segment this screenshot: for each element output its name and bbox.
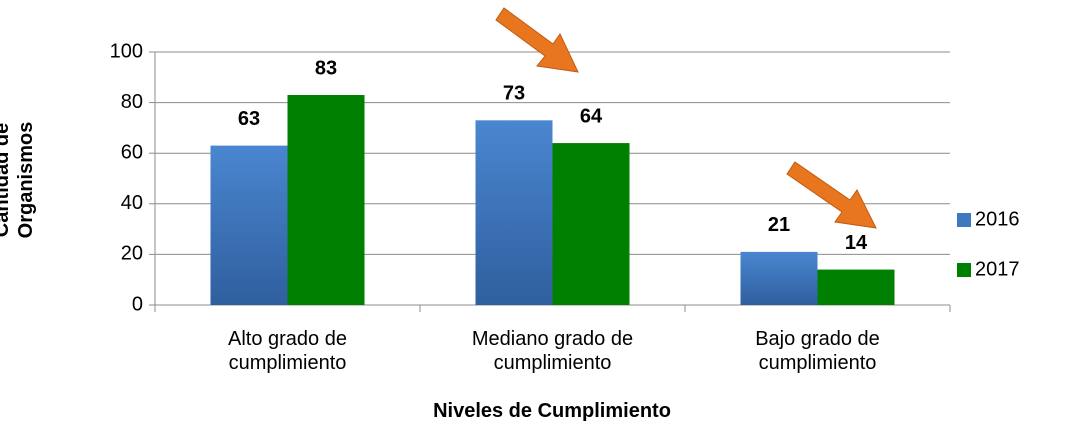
arrows — [495, 7, 877, 229]
bar — [552, 143, 630, 305]
x-tick-label: Bajo grado de cumplimiento — [755, 328, 880, 374]
y-tick-label: 20 — [121, 243, 143, 265]
data-label: 73 — [503, 83, 525, 105]
y-axis-title: Cantidad de Organismos — [0, 121, 37, 239]
x-axis-title: Niveles de Cumplimiento — [433, 400, 671, 422]
legend-swatch — [957, 263, 971, 277]
bar — [740, 251, 818, 305]
bar — [210, 145, 288, 305]
x-tick-label: Alto grado de cumplimiento — [228, 328, 347, 374]
bar — [475, 120, 553, 305]
y-tick-label: 0 — [132, 293, 143, 315]
data-label: 14 — [845, 232, 868, 254]
y-tick-label: 100 — [110, 40, 143, 62]
data-label: 64 — [580, 105, 603, 127]
bar — [287, 95, 365, 305]
arrow — [786, 161, 877, 229]
x-tick-label: Mediano grado de cumplimiento — [471, 328, 634, 374]
bar — [817, 269, 895, 305]
y-tick-label: 80 — [121, 91, 143, 113]
y-tick-label: 40 — [121, 192, 143, 214]
legend-swatch — [957, 213, 971, 227]
legend-label: 2016 — [975, 208, 1020, 230]
data-label: 83 — [315, 57, 337, 79]
arrow — [495, 7, 579, 73]
legend-label: 2017 — [975, 258, 1020, 280]
y-tick-label: 60 — [121, 141, 143, 163]
data-label: 21 — [768, 214, 790, 236]
data-label: 63 — [238, 108, 260, 130]
